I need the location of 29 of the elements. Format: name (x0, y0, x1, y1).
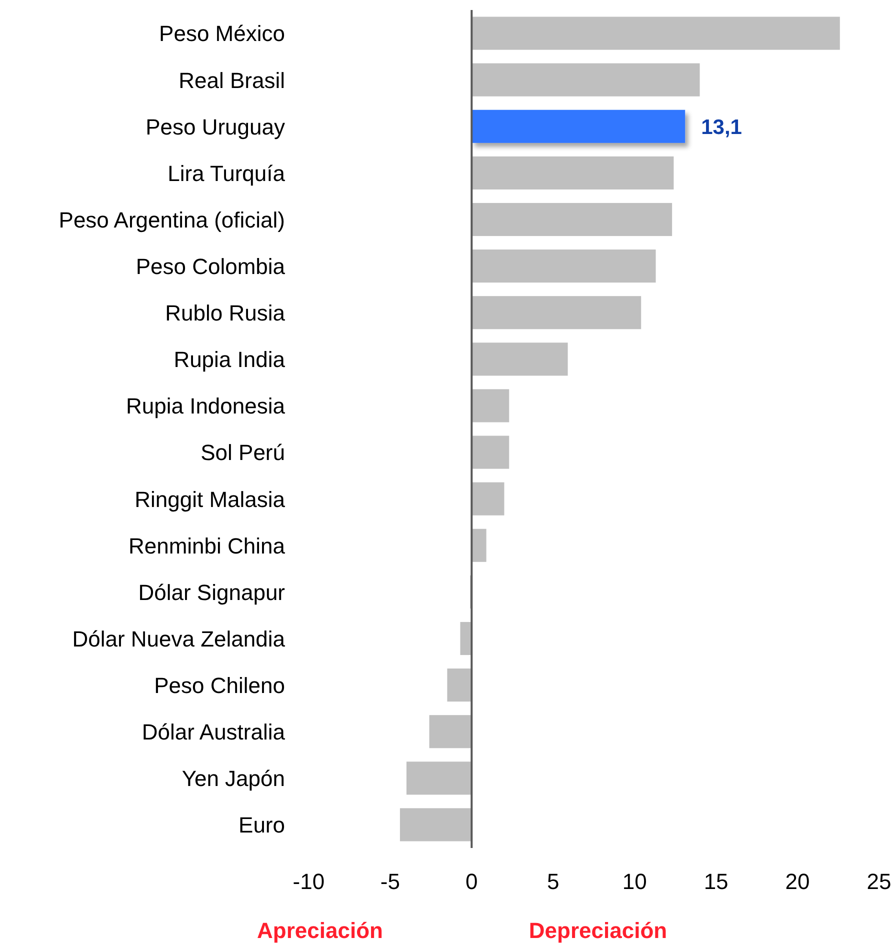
x-tick-label: 0 (466, 868, 478, 894)
y-tick-label: Yen Japón (182, 766, 285, 792)
y-tick-label: Peso Uruguay (146, 114, 285, 140)
y-tick-label: Dólar Nueva Zelandia (72, 626, 286, 652)
y-tick-label: Peso Colombia (136, 254, 286, 279)
x-tick-label: 15 (704, 868, 728, 894)
y-tick-label: Real Brasil (178, 68, 285, 93)
y-tick-label: Dólar Signapur (138, 580, 285, 605)
y-tick-label: Euro (238, 812, 285, 838)
y-tick-label: Renminbi China (128, 533, 286, 558)
y-tick-label: Peso México (159, 21, 285, 46)
x-tick-label: 20 (785, 868, 810, 894)
y-tick-label: Rupia India (174, 347, 286, 372)
y-tick-label: Rublo Rusia (165, 300, 286, 326)
x-tick-label: 10 (622, 868, 647, 894)
y-tick-label: Ringgit Malasia (134, 486, 286, 512)
data-label: 13,1 (701, 116, 742, 139)
text: Apreciación (257, 918, 383, 943)
y-tick-label: Sol Perú (200, 440, 285, 466)
text: Depreciación (528, 918, 668, 943)
y-tick-label: Rupia Indonesia (126, 394, 286, 419)
x-tick-label: -5 (380, 868, 400, 894)
x-tick-label: 25 (866, 868, 892, 894)
x-tick-label: -10 (292, 868, 325, 894)
y-tick-label: Lira Turquía (168, 160, 286, 186)
x-tick-label: 5 (546, 868, 560, 894)
y-tick-label: Dólar Australia (142, 720, 286, 745)
y-tick-label: Peso Chileno (154, 672, 285, 698)
y-tick-label: Peso Argentina (oficial) (58, 207, 285, 232)
